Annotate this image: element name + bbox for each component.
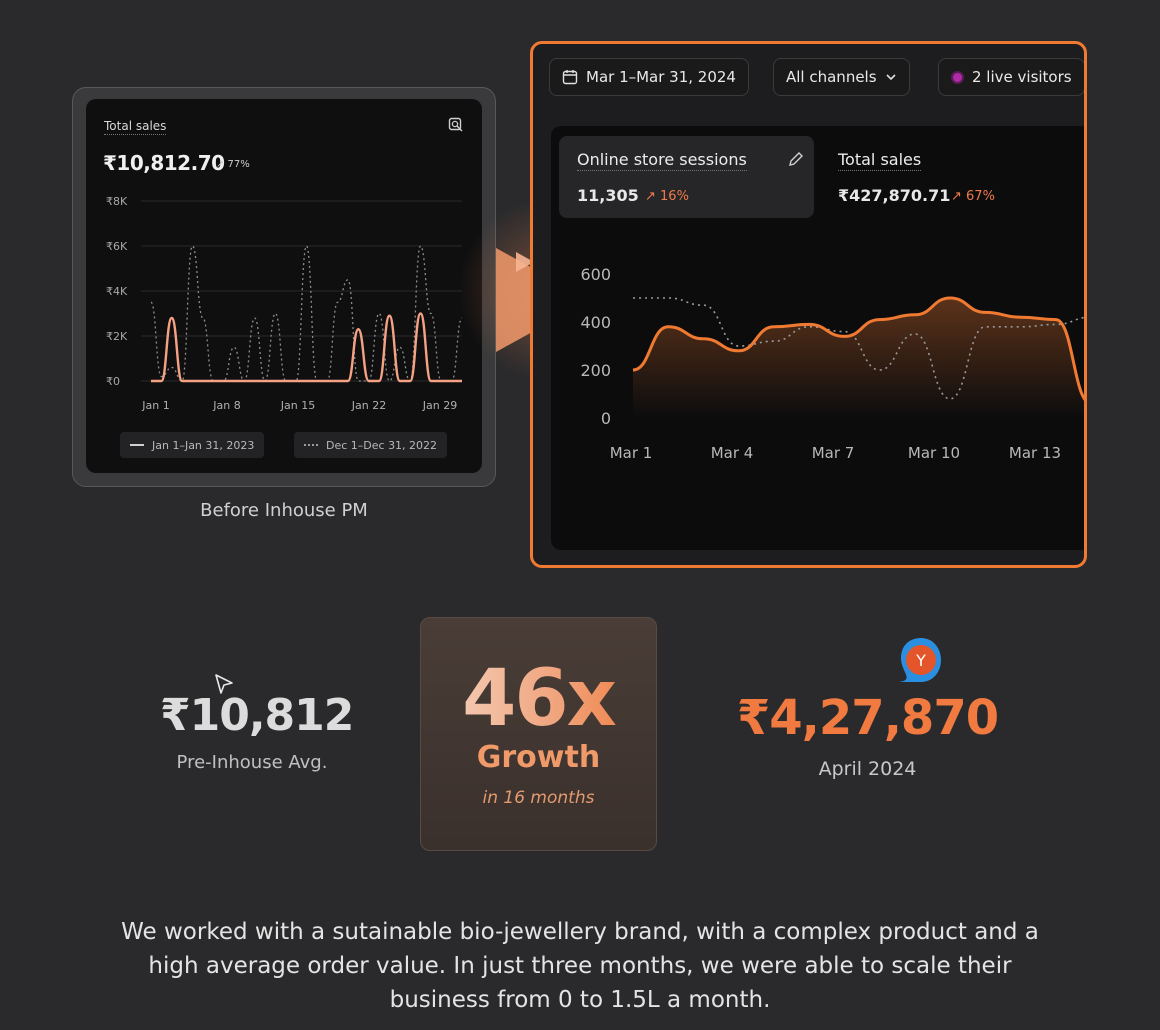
x-tick-label: Mar 1 — [610, 444, 653, 462]
after-sessions-chart: 600 400 200 0 Mar 1 Mar 4 Mar 7 Mar 10 Mar 13 — [580, 265, 1084, 462]
live-indicator-dot — [951, 70, 964, 84]
legend-previous-period[interactable]: Dec 1–Dec 31, 2022 — [294, 432, 448, 458]
chevron-down-icon — [885, 74, 896, 81]
y-tick-label: 400 — [580, 313, 611, 332]
sessions-label: Online store sessions — [577, 150, 747, 171]
legend-dotted-swatch — [304, 444, 318, 446]
mouse-cursor-icon — [215, 674, 233, 694]
total-sales-value: ₹427,870.71 — [838, 186, 951, 205]
x-tick-label: Jan 29 — [422, 399, 457, 412]
after-analytics-panel: Online store sessions 11,305 ↗ 16% Total… — [551, 126, 1084, 550]
y-tick-label: 200 — [580, 361, 611, 380]
pre-inhouse-avg-value: ₹10,812 — [160, 690, 354, 741]
legend-current-period[interactable]: Jan 1–Jan 31, 2023 — [120, 432, 265, 458]
legend-current-label: Jan 1–Jan 31, 2023 — [152, 438, 255, 452]
user-avatar-badge: Y — [897, 636, 945, 684]
sessions-metric-card[interactable]: Online store sessions 11,305 ↗ 16% — [559, 136, 814, 218]
pencil-icon[interactable] — [787, 150, 805, 168]
legend-solid-swatch — [130, 444, 144, 446]
y-tick-label: 600 — [580, 265, 611, 284]
total-sales-label: Total sales — [838, 150, 922, 171]
y-tick-label: 0 — [601, 409, 611, 428]
april-sales-label: April 2024 — [818, 758, 917, 780]
before-sales-value: ₹10,812.70 — [103, 151, 225, 175]
x-tick-label: Jan 15 — [280, 399, 315, 412]
growth-label: Growth — [476, 740, 601, 775]
live-visitors-button[interactable]: 2 live visitors — [938, 58, 1084, 96]
before-card-title: Total sales — [104, 119, 167, 135]
x-tick-label: Jan 1 — [141, 399, 169, 412]
x-tick-label: Mar 7 — [812, 444, 855, 462]
sessions-value: 11,305 — [577, 186, 639, 205]
y-tick-label: ₹8K — [106, 195, 128, 208]
after-card-frame: Mar 1–Mar 31, 2024 All channels 2 live v… — [530, 41, 1087, 568]
x-tick-label: Mar 13 — [1009, 444, 1061, 462]
before-total-sales-card: Total sales ₹10,812.70 ↗ 77% ₹8K ₹6K ₹4K ₹2… — [86, 99, 482, 473]
before-sales-change: ↗ 77% — [216, 159, 250, 170]
april-sales-value: ₹4,27,870 — [736, 690, 999, 746]
pre-inhouse-avg-label: Pre-Inhouse Avg. — [176, 752, 328, 773]
badge-letter: Y — [915, 651, 926, 670]
y-tick-label: ₹6K — [106, 240, 128, 253]
x-tick-label: Jan 8 — [212, 399, 240, 412]
growth-multiplier: 46x — [421, 654, 656, 744]
before-sales-chart: ₹8K ₹6K ₹4K ₹2K ₹0 Jan 1 Jan 8 Jan 15 Jan 22 Jan … — [106, 195, 463, 412]
date-range-label: Mar 1–Mar 31, 2024 — [586, 68, 736, 86]
case-study-description: We worked with a sutainable bio-jeweller… — [121, 919, 1039, 1013]
calendar-icon — [562, 70, 578, 85]
growth-period: in 16 months — [482, 788, 595, 808]
live-visitors-label: 2 live visitors — [972, 68, 1072, 86]
before-caption: Before Inhouse PM — [200, 500, 368, 521]
x-tick-label: Mar 4 — [711, 444, 754, 462]
date-range-button[interactable]: Mar 1–Mar 31, 2024 — [549, 58, 749, 96]
channels-dropdown[interactable]: All channels — [773, 58, 910, 96]
y-tick-label: ₹0 — [106, 375, 120, 388]
x-tick-label: Jan 22 — [351, 399, 386, 412]
sessions-change: ↗ 16% — [645, 189, 689, 204]
x-tick-label: Mar 10 — [908, 444, 960, 462]
y-tick-label: ₹2K — [106, 330, 128, 343]
series-line-current — [150, 312, 462, 383]
location-pin-icon: Y — [899, 638, 941, 682]
series-area-fill — [633, 298, 1084, 418]
zoom-icon[interactable] — [448, 117, 464, 133]
series-line-current — [632, 296, 1084, 401]
channels-label: All channels — [786, 68, 877, 86]
legend-previous-label: Dec 1–Dec 31, 2022 — [326, 438, 438, 452]
y-tick-label: ₹4K — [106, 285, 128, 298]
total-sales-change: ↗ 67% — [951, 189, 995, 204]
growth-card: 46x Growth in 16 months — [420, 617, 657, 851]
